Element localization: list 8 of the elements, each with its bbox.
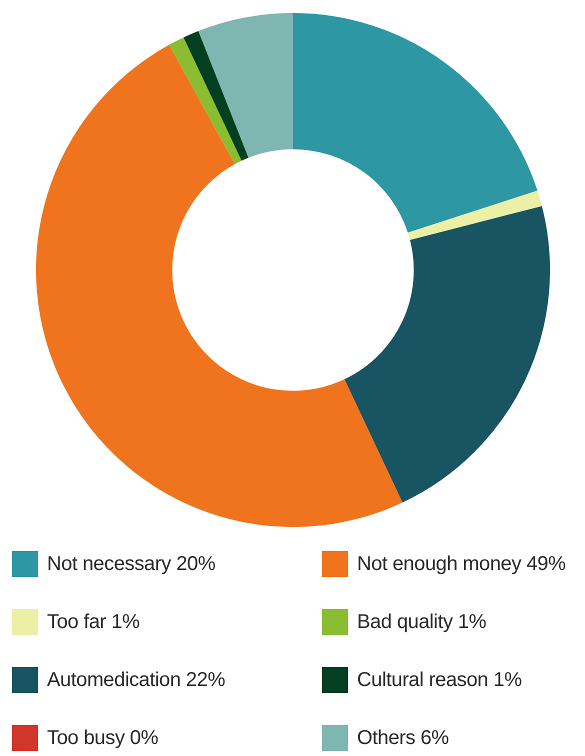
legend-label: Too busy 0% [47, 726, 158, 750]
legend-label: Cultural reason 1% [357, 668, 522, 692]
legend-label: Not enough money 49% [357, 552, 566, 576]
legend-label: Bad quality 1% [357, 610, 486, 634]
legend-label: Others 6% [357, 726, 449, 750]
legend-label: Too far 1% [47, 610, 140, 634]
legend-label: Not necessary 20% [47, 552, 216, 576]
legend-label: Automedication 22% [47, 668, 226, 692]
